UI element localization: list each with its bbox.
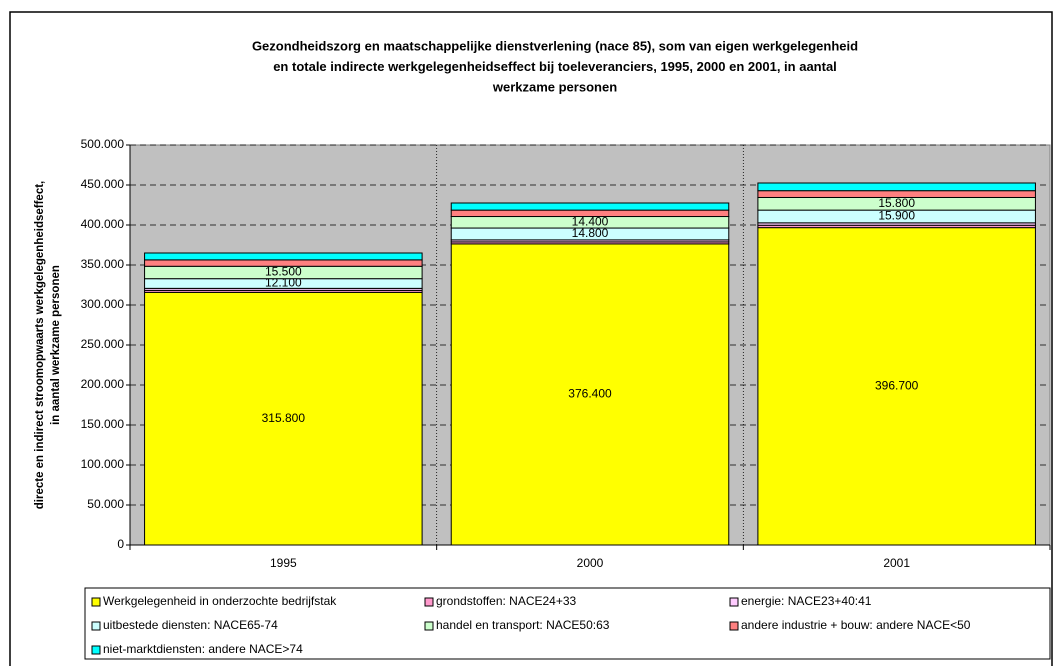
legend-swatch [729,597,739,607]
y-tick-label: 500.000 [81,137,125,151]
y-tick-label: 0 [117,537,124,551]
legend-swatch [424,621,434,631]
legend-label: andere industrie + bouw: andere NACE<50 [741,618,971,632]
y-tick-label: 300.000 [81,297,125,311]
x-tick-label: 1995 [270,556,297,570]
legend-swatch [729,621,739,631]
legend-label: niet-marktdiensten: andere NACE>74 [103,642,303,656]
data-label: 14.400 [572,214,609,228]
bar-segment [144,259,423,267]
legend-swatch [91,645,101,655]
legend-label: handel en transport: NACE50:63 [436,618,610,632]
bar-segment [450,243,730,546]
legend-swatch [424,597,434,607]
legend-swatch [91,597,101,607]
data-label: 15.900 [878,209,915,223]
x-tick-label: 2001 [883,556,910,570]
bar-segment [450,209,730,218]
data-label: 315.800 [262,411,306,425]
y-axis-label: directe en indirect stroomopwaarts werkg… [34,181,46,510]
y-tick-label: 400.000 [81,217,125,231]
bar-segment [450,202,730,211]
legend-label: Werkgelegenheid in onderzochte bedrijfst… [103,594,337,608]
data-label: 15.500 [265,265,302,279]
y-tick-label: 350.000 [81,257,125,271]
y-tick-label: 50.000 [87,497,124,511]
chart-title: en totale indirecte werkgelegenheidseffe… [273,59,837,74]
chart-title: werkzame personen [492,79,617,94]
legend-swatch [91,621,101,631]
bar-segment [757,190,1036,198]
bar-segment [757,182,1036,192]
legend-label: grondstoffen: NACE24+33 [436,594,577,608]
y-tick-label: 450.000 [81,177,125,191]
y-tick-label: 150.000 [81,417,125,431]
data-label: 396.700 [875,378,919,392]
x-tick-label: 2000 [577,556,604,570]
y-tick-label: 250.000 [81,337,125,351]
y-tick-label: 200.000 [81,377,125,391]
bar-segment [757,227,1036,546]
y-axis-label: in aantal werkzame personen [50,265,62,425]
data-label: 14.800 [572,226,609,240]
y-tick-label: 100.000 [81,457,125,471]
bar-segment [144,291,423,546]
chart-title: Gezondheidszorg en maatschappelijke dien… [252,38,858,53]
legend-label: uitbestede diensten: NACE65-74 [103,618,278,632]
legend [84,587,1051,660]
legend-label: energie: NACE23+40:41 [741,594,872,608]
data-label: 12.100 [265,276,302,290]
data-label: 15.800 [878,196,915,210]
data-label: 376.400 [568,387,612,401]
bar-segment [144,252,423,261]
